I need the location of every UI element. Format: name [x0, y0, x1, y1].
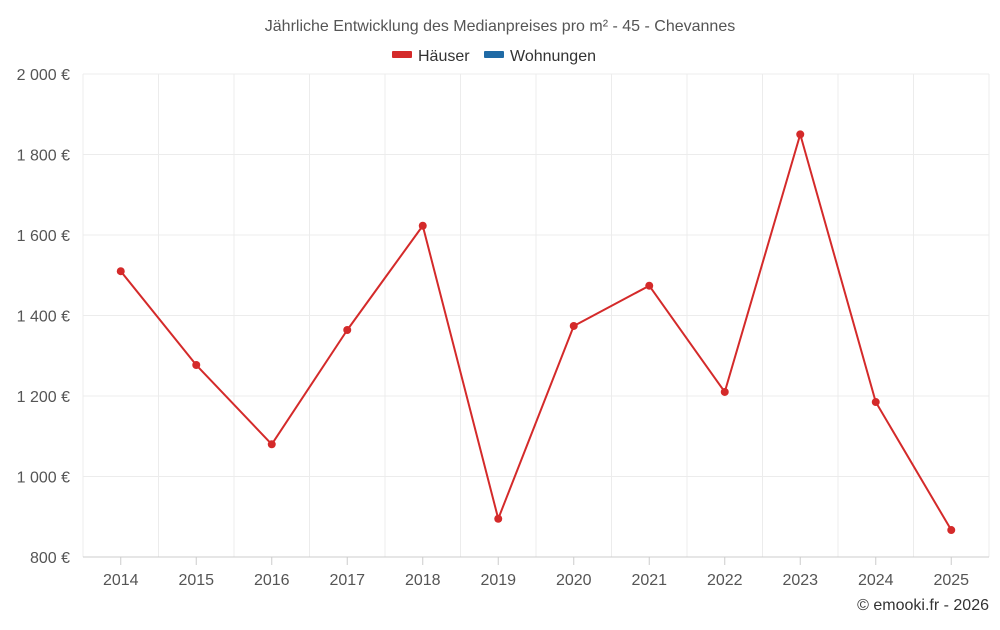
- y-tick-label: 800 €: [30, 550, 70, 567]
- x-tick-label: 2018: [405, 572, 441, 589]
- legend-swatch: [484, 51, 504, 58]
- data-point[interactable]: [569, 321, 578, 330]
- data-point[interactable]: [343, 325, 352, 334]
- data-point[interactable]: [494, 514, 503, 523]
- data-point[interactable]: [192, 361, 201, 370]
- x-tick-label: 2014: [103, 572, 139, 589]
- series-layer: [116, 130, 956, 535]
- data-point[interactable]: [116, 267, 125, 276]
- data-point[interactable]: [871, 398, 880, 407]
- legend-swatch: [392, 51, 412, 58]
- legend-label[interactable]: Häuser: [418, 48, 470, 65]
- y-tick-label: 1 400 €: [17, 309, 70, 326]
- data-point[interactable]: [720, 387, 729, 396]
- x-axis: 2014 2015 2016 2017 2018 2019 2020 2021 2022 2023…: [83, 556, 989, 589]
- x-tick-label: 2023: [782, 572, 818, 589]
- y-tick-label: 1 000 €: [17, 470, 70, 487]
- x-tick-label: 2017: [329, 572, 365, 589]
- y-tick-label: 2 000 €: [17, 67, 70, 84]
- x-tick-label: 2024: [858, 572, 894, 589]
- y-tick-label: 1 200 €: [17, 389, 70, 406]
- y-axis: 800 € 1 000 € 1 200 € 1 400 € 1 600 € 1 800 €…: [17, 67, 70, 567]
- data-point[interactable]: [267, 440, 276, 449]
- x-tick-label: 2019: [480, 572, 516, 589]
- chart-title: Jährliche Entwicklung des Medianpreises …: [265, 18, 735, 35]
- chart-legend: Häuser Wohnungen: [392, 48, 596, 65]
- x-tick-label: 2015: [178, 572, 214, 589]
- legend-label[interactable]: Wohnungen: [510, 48, 596, 65]
- data-point[interactable]: [418, 221, 427, 230]
- y-tick-label: 1 800 €: [17, 148, 70, 165]
- data-point[interactable]: [947, 526, 956, 535]
- x-tick-label: 2022: [707, 572, 743, 589]
- x-tick-label: 2020: [556, 572, 592, 589]
- grid-lines: [82, 73, 990, 558]
- y-tick-label: 1 600 €: [17, 228, 70, 245]
- x-tick-label: 2021: [631, 572, 667, 589]
- x-tick-label: 2025: [933, 572, 969, 589]
- series-line-haeuser: [119, 133, 953, 531]
- data-point[interactable]: [796, 130, 805, 139]
- data-point[interactable]: [645, 281, 654, 290]
- footer-credit: © emooki.fr - 2026: [857, 597, 989, 614]
- x-tick-label: 2016: [254, 572, 290, 589]
